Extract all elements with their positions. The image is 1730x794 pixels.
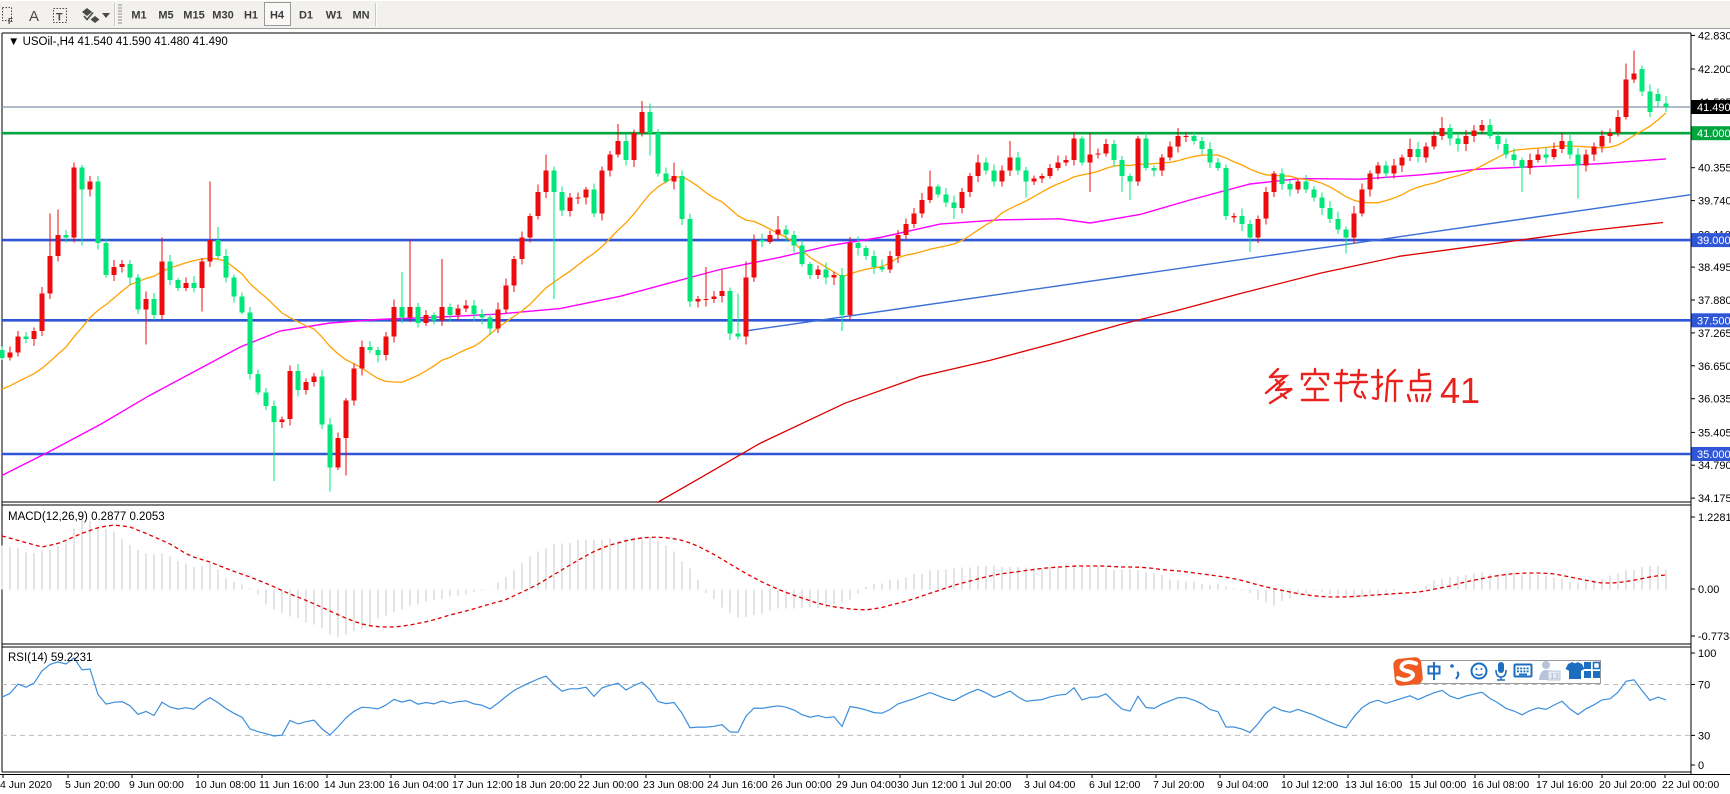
svg-text:13 Jul 16:00: 13 Jul 16:00 [1345, 779, 1402, 791]
svg-text:24 Jun 16:00: 24 Jun 16:00 [707, 779, 768, 791]
svg-text:-0.7738: -0.7738 [1698, 631, 1730, 643]
svg-text:20 Jul 20:00: 20 Jul 20:00 [1599, 779, 1656, 791]
svg-text:H1: H1 [244, 10, 258, 22]
svg-text:37.265: 37.265 [1698, 328, 1730, 340]
svg-text:4 Jun 2020: 4 Jun 2020 [0, 779, 52, 791]
svg-text:▼ USOil-,H4 41.540 41.590 41.: ▼ USOil-,H4 41.540 41.590 41.480 41.490 [8, 36, 228, 48]
svg-text:13: 13 [1550, 672, 1559, 681]
svg-text:34.175: 34.175 [1698, 493, 1730, 505]
svg-text:17 Jul 16:00: 17 Jul 16:00 [1536, 779, 1593, 791]
svg-text:35.000: 35.000 [1697, 449, 1730, 461]
svg-text:F: F [8, 17, 13, 26]
svg-text:23 Jun 08:00: 23 Jun 08:00 [643, 779, 704, 791]
svg-text:70: 70 [1698, 680, 1710, 692]
svg-text:41.000: 41.000 [1697, 128, 1730, 140]
svg-text:RSI(14) 59.2231: RSI(14) 59.2231 [8, 652, 92, 664]
svg-text:1.2281: 1.2281 [1698, 512, 1730, 524]
svg-text:39.740: 39.740 [1698, 196, 1730, 208]
svg-text:9 Jul 04:00: 9 Jul 04:00 [1217, 779, 1269, 791]
svg-text:D1: D1 [299, 10, 313, 22]
svg-text:0: 0 [1698, 760, 1704, 772]
svg-text:M30: M30 [212, 10, 233, 22]
svg-text:30: 30 [1698, 730, 1710, 742]
svg-text:M15: M15 [183, 10, 204, 22]
svg-text:35.405: 35.405 [1698, 427, 1730, 439]
svg-text:41: 41 [1440, 370, 1480, 411]
svg-text:16 Jul 08:00: 16 Jul 08:00 [1472, 779, 1529, 791]
svg-text:9 Jun 00:00: 9 Jun 00:00 [129, 779, 184, 791]
svg-text:T: T [56, 12, 63, 24]
svg-text:40.355: 40.355 [1698, 163, 1730, 175]
svg-text:22 Jul 00:00: 22 Jul 00:00 [1662, 779, 1719, 791]
svg-text:11 Jun 16:00: 11 Jun 16:00 [259, 779, 319, 791]
svg-text:MN: MN [352, 10, 369, 22]
svg-text:MACD(12,26,9) 0.2877 0.2053: MACD(12,26,9) 0.2877 0.2053 [8, 511, 165, 523]
svg-text:37.880: 37.880 [1698, 295, 1730, 307]
svg-text:18 Jun 20:00: 18 Jun 20:00 [515, 779, 576, 791]
svg-text:34.790: 34.790 [1698, 460, 1730, 472]
svg-text:42.200: 42.200 [1698, 64, 1730, 76]
svg-text:H4: H4 [270, 10, 285, 22]
svg-text:36.650: 36.650 [1698, 361, 1730, 373]
svg-text:29 Jun 04:00: 29 Jun 04:00 [836, 779, 897, 791]
svg-text:7 Jul 20:00: 7 Jul 20:00 [1153, 779, 1205, 791]
svg-text:10 Jun 08:00: 10 Jun 08:00 [195, 779, 256, 791]
svg-text:41.490: 41.490 [1697, 102, 1730, 114]
svg-text:14 Jun 23:00: 14 Jun 23:00 [324, 779, 385, 791]
svg-text:16 Jun 04:00: 16 Jun 04:00 [388, 779, 449, 791]
svg-text:10 Jul 12:00: 10 Jul 12:00 [1281, 779, 1338, 791]
svg-text:37.500: 37.500 [1697, 315, 1730, 327]
svg-text:38.495: 38.495 [1698, 262, 1730, 274]
svg-text:1 Jul 20:00: 1 Jul 20:00 [960, 779, 1012, 791]
svg-text:22 Jun 00:00: 22 Jun 00:00 [578, 779, 639, 791]
svg-text:A: A [29, 8, 39, 25]
svg-text:W1: W1 [326, 10, 343, 22]
svg-text:3 Jul 04:00: 3 Jul 04:00 [1024, 779, 1076, 791]
svg-text:17 Jun 12:00: 17 Jun 12:00 [452, 779, 513, 791]
svg-text:5 Jun 20:00: 5 Jun 20:00 [65, 779, 120, 791]
svg-text:39.000: 39.000 [1697, 235, 1730, 247]
svg-text:0.00: 0.00 [1698, 584, 1719, 596]
svg-text:M5: M5 [158, 10, 173, 22]
svg-text:42.830: 42.830 [1698, 30, 1730, 42]
svg-text:30 Jun 12:00: 30 Jun 12:00 [897, 779, 958, 791]
svg-text:26 Jun 00:00: 26 Jun 00:00 [771, 779, 832, 791]
svg-text:100: 100 [1698, 648, 1716, 660]
svg-text:15 Jul 00:00: 15 Jul 00:00 [1409, 779, 1466, 791]
svg-text:M1: M1 [131, 10, 146, 22]
svg-text:6 Jul 12:00: 6 Jul 12:00 [1089, 779, 1141, 791]
svg-text:36.035: 36.035 [1698, 394, 1730, 406]
